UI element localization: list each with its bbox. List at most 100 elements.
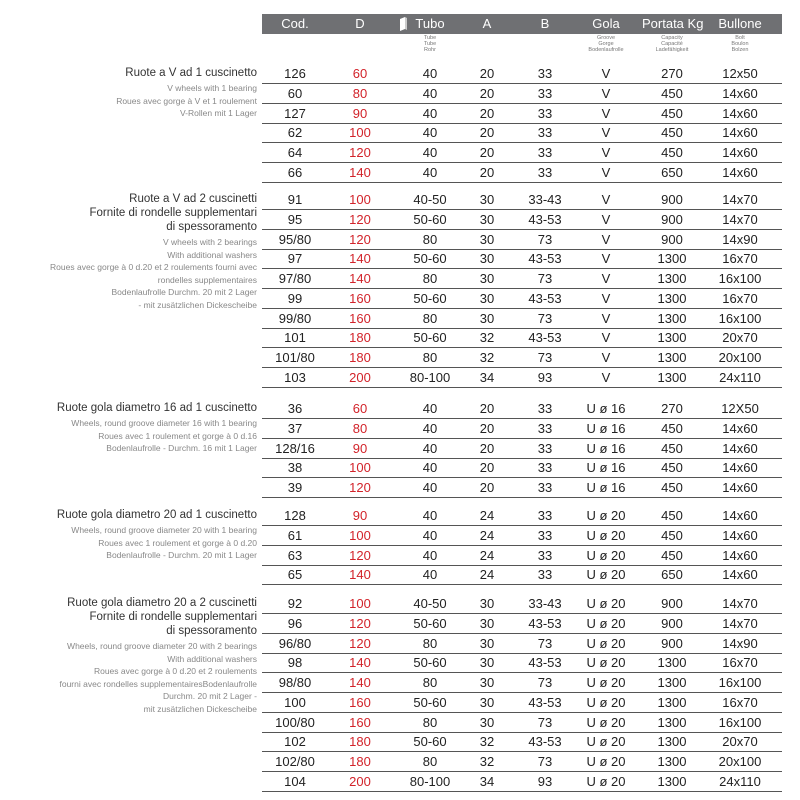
table-cell: 100 [349,192,371,207]
table-cell: 33 [537,401,553,416]
table-cell: 104 [284,773,306,789]
table-cell: 200 [349,369,371,385]
group-note: Roues avec gorge à 0 d.20 et 2 roulement… [93,666,257,676]
table-cell: 80 [352,420,368,436]
table-cell: V [601,211,611,227]
table-cell: 80 [422,714,438,730]
table-cell: 1300 [657,251,687,267]
table-cell: 30 [479,290,495,306]
group-note: Wheels, round groove diameter 20 with 1 … [71,525,257,535]
table-cell: 12x50 [722,66,758,81]
table-cell: 100 [349,460,371,476]
table-cell: V [601,85,611,101]
table-cell: 73 [537,231,553,247]
group-note: V-Rollen mit 1 Lager [179,108,257,118]
table-cell: 50-60 [413,694,447,710]
table-cell: 80 [422,754,438,769]
group-note: With additional washers [167,653,257,664]
table-cell: 120 [349,480,371,495]
table-cell: 40 [422,85,438,101]
table-cell: 30 [479,251,495,267]
table-cell: U ø 20 [586,773,626,789]
group-title: di spessoramento [166,221,257,233]
table-cell: U ø 20 [586,615,626,631]
table-cell: 40 [422,164,438,180]
row-rule [262,327,782,329]
row-rule [262,347,782,349]
table-cell: 33 [537,508,553,523]
table-cell: 14x60 [722,105,758,121]
group-note: Roues avec 1 roulement et gorge à 0 d.16 [98,430,257,441]
row-rule [262,418,782,419]
table-cell: 32 [479,734,495,750]
table-cell: 80 [422,635,438,651]
table-cell: 14x70 [722,596,758,611]
table-cell: U ø 20 [586,596,626,611]
table-cell: 43-53 [528,655,562,671]
table-cell: 200 [349,773,371,789]
table-cell: 14x90 [722,635,758,651]
table-cell: 43-53 [528,694,562,710]
column-header: Gola [592,16,620,31]
group-title: Ruote gola diametro 16 ad 1 cuscinetto [56,402,257,414]
table-cell: 24 [479,547,495,563]
table-cell: U ø 20 [586,635,626,651]
table-cell: 1300 [657,655,687,671]
group-note: - mit zusätzlichen Dickescheibe [138,299,257,310]
row-rule [262,731,782,733]
row-rule [262,525,782,526]
table-cell: U ø 20 [586,675,626,690]
table-cell: U ø 20 [586,754,626,769]
row-rule [262,497,782,498]
row-rule [262,584,782,586]
table-cell: 103 [284,369,306,385]
table-cell: 40 [422,460,438,476]
table-cell: 100 [349,527,371,543]
table-cell: 43-53 [528,251,562,267]
row-rule [262,672,782,674]
table-cell: 93 [537,773,553,789]
table-cell: 99 [287,290,303,306]
table-cell: 16x100 [718,310,762,326]
table-cell: 73 [537,635,553,651]
table-cell: 63 [287,547,303,563]
table-cell: 450 [661,420,683,436]
table-cell: V [601,350,611,365]
column-subheader: Rohr [424,47,436,53]
table-cell: 180 [349,734,371,750]
table-cell: 20 [479,401,495,416]
column-subheader: Groove [596,35,616,41]
table-cell: 80 [422,350,438,365]
table-cell: 14x60 [722,125,758,141]
group-title: di spessoramento [166,625,257,637]
table-cell: 14x60 [722,527,758,543]
table-cell: 450 [661,105,683,121]
table-cell: 140 [349,164,371,180]
table-cell: 14x60 [722,547,758,563]
table-cell: 1300 [657,350,687,365]
table-cell: 450 [661,508,683,523]
table-cell: 38 [287,460,303,476]
table-cell: 900 [661,635,683,651]
column-subheader: Bolzen [731,47,749,53]
table-cell: 20 [479,460,495,476]
table-cell: 60 [352,66,368,81]
table-cell: 180 [349,330,371,346]
column-subheader: Boulon [731,41,749,47]
table-cell: 32 [479,330,495,346]
table-cell: 14x60 [722,440,758,456]
table-cell: 40 [422,420,438,436]
column-header: A [482,16,492,31]
table-cell: 128 [284,508,306,523]
table-cell: 30 [479,192,495,207]
table-cell: 92 [287,596,303,611]
table-cell: 64 [287,145,303,160]
group-note: Roues avec gorge à 0 d.20 et 2 roulement… [50,262,257,272]
tube-icon [400,17,407,31]
table-cell: 650 [661,567,683,583]
row-rule [262,457,782,459]
table-cell: 180 [349,350,371,365]
group-note: Roues avec 1 roulement et gorge à 0 d.20 [98,537,257,548]
table-cell: 30 [479,714,495,730]
table-cell: V [601,330,611,346]
